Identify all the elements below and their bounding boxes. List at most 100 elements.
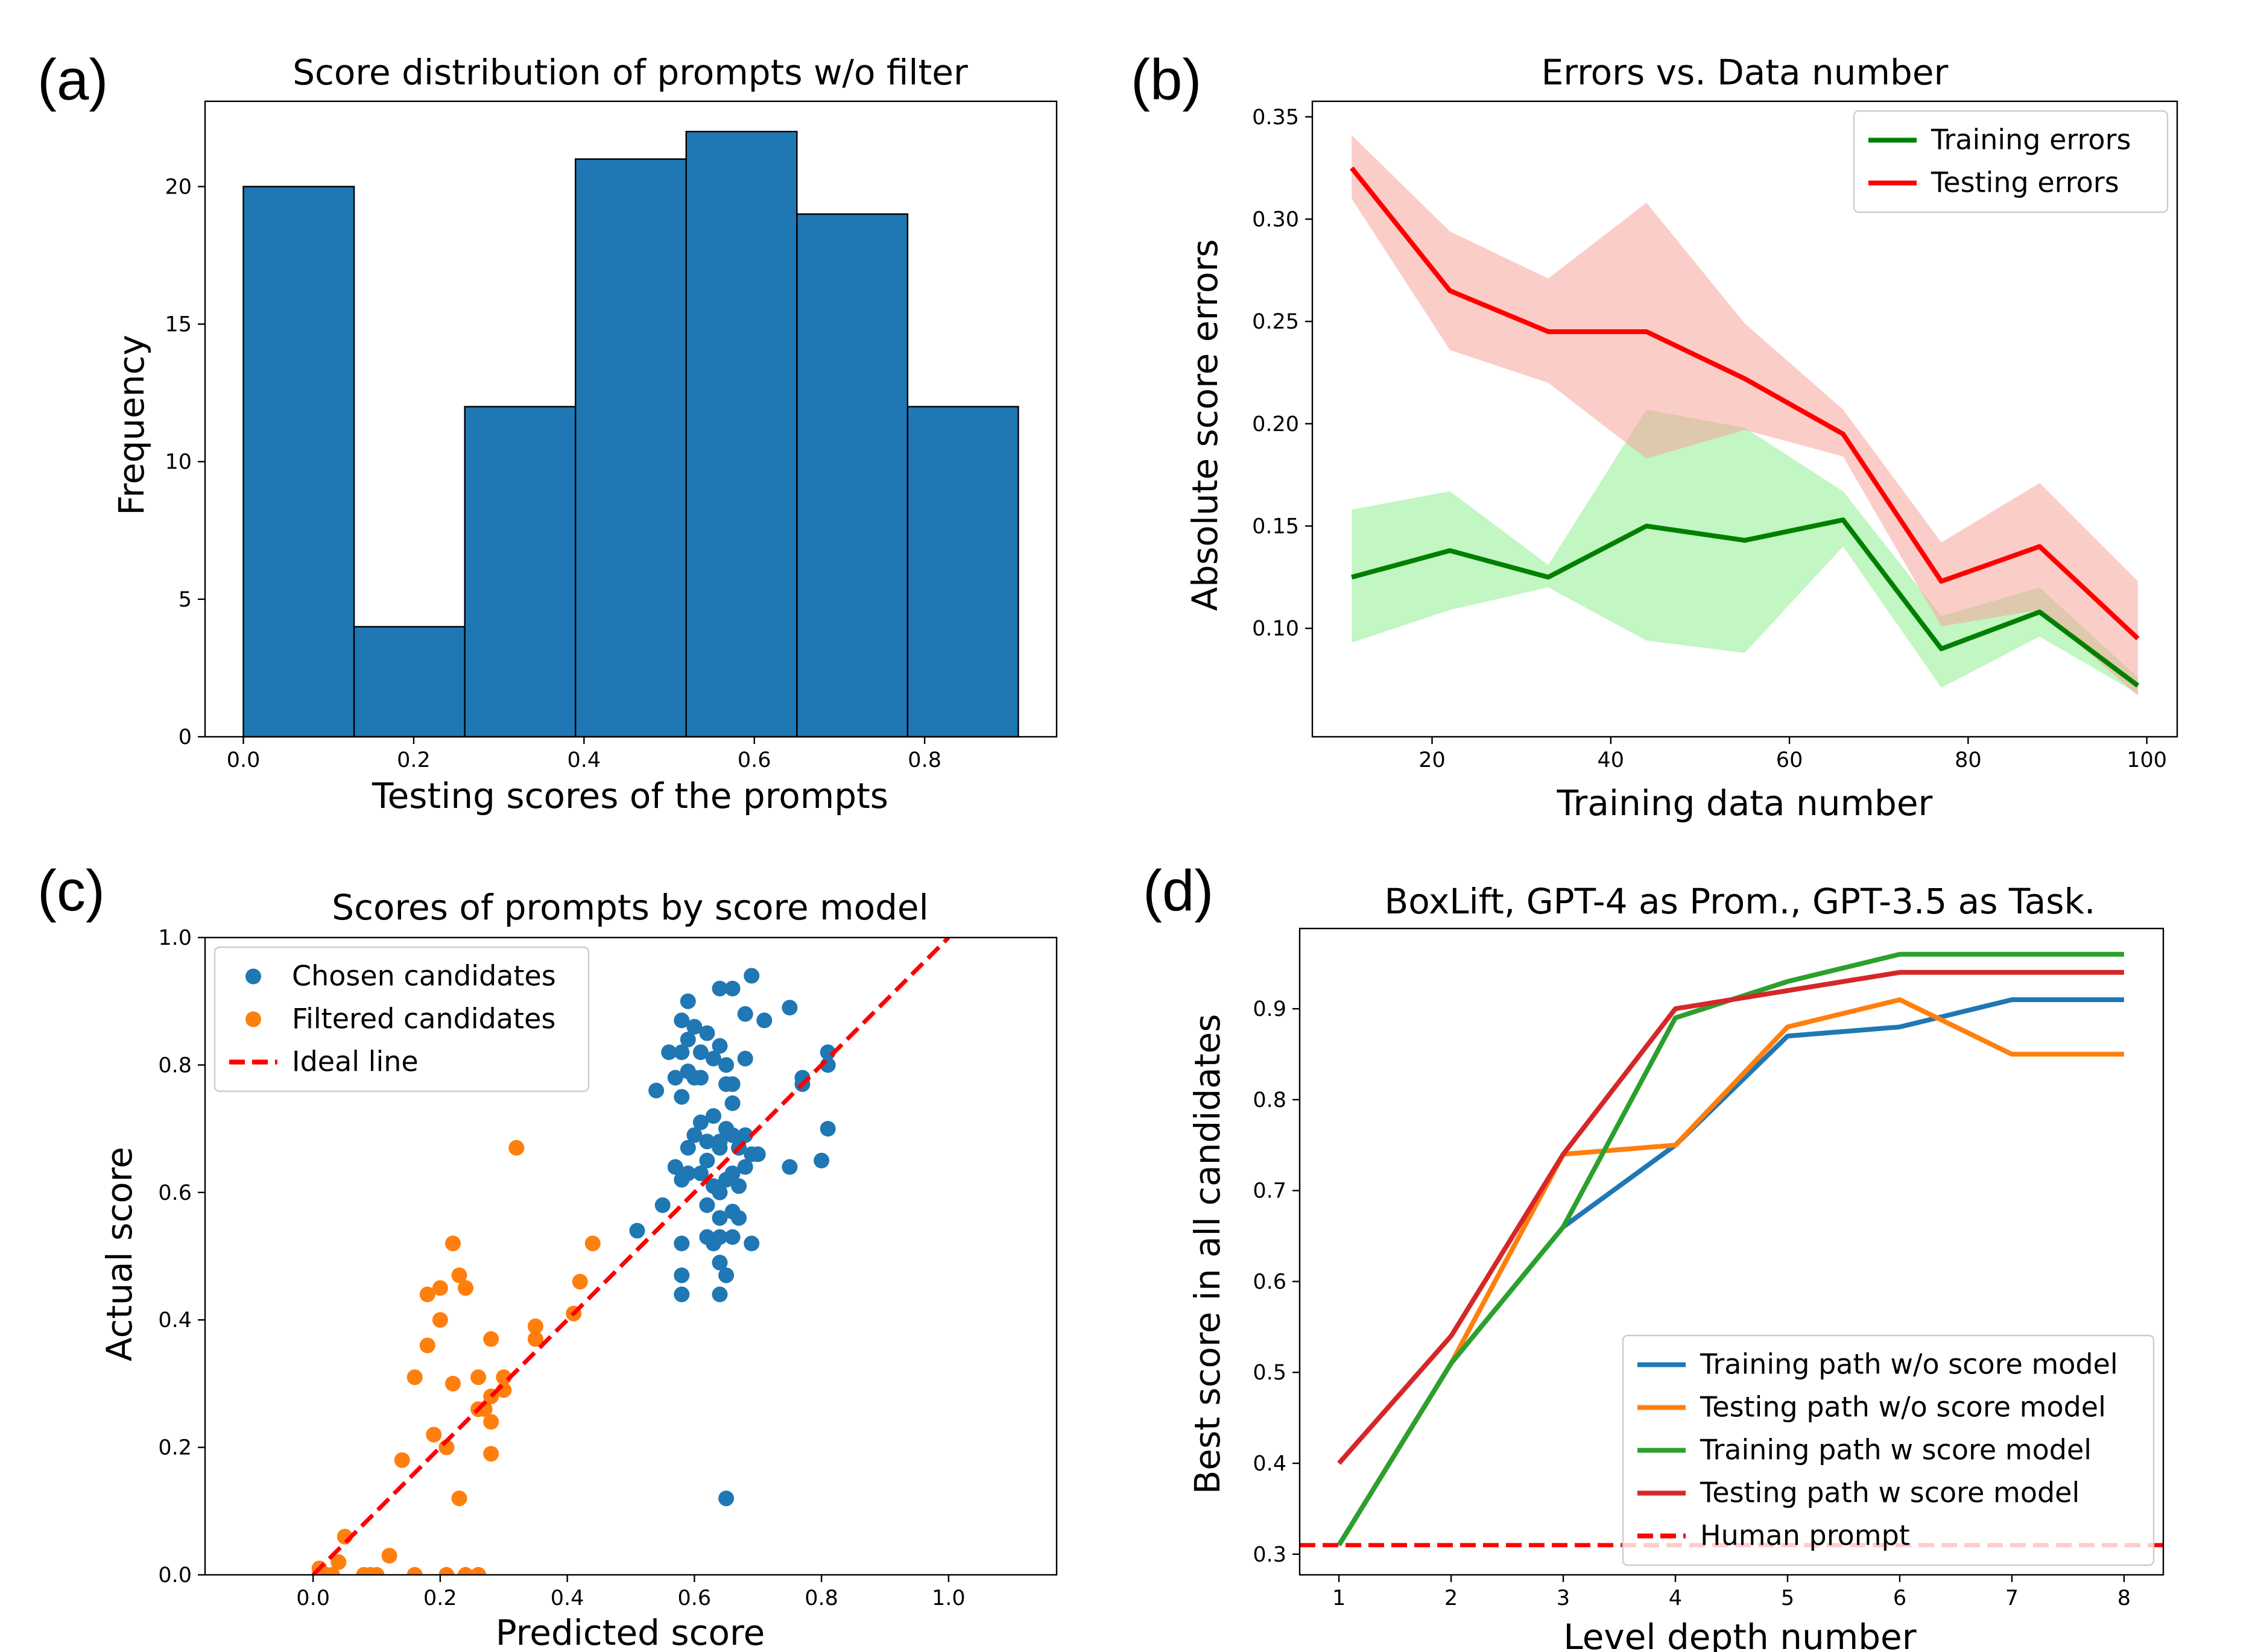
x-axis-label-d: Level depth number: [1563, 1616, 1916, 1652]
scatter-point: [706, 1235, 721, 1252]
legend-box: [1622, 1334, 2155, 1566]
scatter-point: [527, 1331, 543, 1347]
chart-title-c: Scores of prompts by score model: [332, 887, 928, 928]
y-tick-label: 0.10: [1252, 617, 1299, 641]
y-tick-label: 0.8: [158, 1053, 192, 1077]
scatter-point: [782, 1159, 798, 1175]
scatter-point: [674, 1267, 690, 1284]
legend-swatch: [245, 1011, 261, 1027]
scatter-point: [438, 1567, 455, 1575]
x-tick-label: 0.4: [551, 1586, 584, 1610]
scatter-point: [674, 1012, 690, 1029]
y-tick-label: 0.4: [158, 1308, 192, 1332]
y-tick-label: 0.6: [158, 1181, 192, 1205]
legend-label: Testing errors: [1931, 166, 2119, 199]
y-tick-label: 0.4: [1253, 1452, 1286, 1476]
scatter-point: [737, 1006, 753, 1022]
scatter-point: [629, 1223, 645, 1239]
histogram-bar: [575, 158, 687, 738]
y-tick-label: 0.35: [1252, 106, 1299, 130]
scatter-point: [324, 1567, 340, 1575]
scatter-point: [451, 1267, 467, 1284]
scatter-point: [674, 1171, 690, 1188]
scatter-point: [680, 1032, 696, 1048]
scatter-point: [692, 1044, 709, 1061]
scatter-point: [724, 1076, 741, 1092]
scatter-point: [406, 1369, 423, 1386]
plot-area-c: 0.0 0.2 0.4 0.6 0.8 1.0 0.0 0.2 0.4 0.6 0.8 1.0 Chos…: [158, 926, 1058, 1610]
x-tick-label: 0.0: [296, 1586, 330, 1610]
scatter-point: [756, 1012, 773, 1029]
scatter-point: [584, 1235, 601, 1252]
panel-a: (a) Score distribution of prompts w/o fi…: [37, 48, 1058, 816]
x-tick-label: 0.0: [227, 748, 261, 772]
x-tick-label: 1: [1332, 1586, 1346, 1610]
y-tick-label: 0.9: [1253, 997, 1286, 1021]
scatter-point: [724, 1095, 741, 1111]
histogram-bar: [685, 130, 798, 738]
series-line: [1336, 997, 2124, 1546]
scatter-point: [674, 1089, 690, 1105]
scatter-point: [426, 1427, 442, 1443]
y-tick-label: 0.15: [1252, 514, 1299, 538]
y-tick-label: 10: [165, 450, 192, 474]
x-tick-label: 0.2: [423, 1586, 457, 1610]
legend-box: [213, 946, 590, 1092]
scatter-point: [458, 1280, 473, 1296]
scatter-point: [470, 1567, 487, 1575]
x-tick-label: 0.6: [738, 748, 771, 772]
scatter-point: [686, 1127, 703, 1143]
legend-label: Training errors: [1931, 124, 2131, 156]
series-line: [1337, 969, 2124, 1465]
x-tick-label: 4: [1669, 1586, 1682, 1610]
scatter-point: [731, 1210, 747, 1226]
scatter-point: [731, 1178, 747, 1194]
scatter-point: [712, 980, 728, 997]
scatter-point: [706, 1050, 721, 1067]
y-axis-label-a: Frequency: [111, 335, 152, 515]
axes-frame: [1298, 927, 2165, 1576]
histogram-bar: [353, 626, 466, 738]
plot-area-b: 20 40 60 80 100 0.10 0.15 0.20 0.25 0.30 0.35 Train…: [1252, 100, 2178, 772]
scatter-point: [419, 1337, 435, 1354]
panel-c: (c) Scores of prompts by score model Pre…: [37, 859, 1058, 1652]
histogram-bar: [242, 186, 355, 738]
x-tick-label: 7: [2005, 1586, 2019, 1610]
scatter-point: [737, 1127, 753, 1143]
y-tick-label: 0.2: [158, 1436, 192, 1460]
scatter-point: [445, 1375, 461, 1392]
scatter-point: [692, 1165, 709, 1182]
scatter-point: [654, 1197, 671, 1213]
histogram-bar: [796, 213, 909, 738]
scatter-point: [750, 1146, 766, 1162]
scatter-point: [820, 1121, 836, 1137]
panel-label-a: (a): [37, 48, 108, 112]
x-tick-label: 60: [1776, 748, 1803, 772]
x-tick-label: 0.8: [908, 748, 941, 772]
scatter-point: [706, 1108, 721, 1124]
scatter-point: [699, 1197, 715, 1213]
scatter-point: [674, 1044, 690, 1061]
series-line: [1351, 517, 2140, 688]
x-tick-label: 80: [1955, 748, 1982, 772]
scatter-point: [394, 1452, 410, 1468]
y-tick-label: 0.20: [1252, 412, 1299, 437]
scatter-point: [699, 1133, 715, 1150]
scatter-point: [718, 1490, 735, 1507]
scatter-point: [667, 1070, 683, 1086]
scatter-point: [699, 1152, 715, 1168]
scatter-point: [712, 1286, 728, 1302]
scatter-point: [381, 1548, 397, 1564]
scatter-point: [699, 1025, 715, 1041]
scatter-point: [445, 1235, 461, 1252]
legend-label: Training path w score model: [1700, 1434, 2092, 1466]
legend-label: Human prompt: [1700, 1519, 1910, 1552]
panel-label-d: (d): [1143, 859, 1213, 923]
y-tick-label: 0.30: [1252, 207, 1299, 232]
scatter-point: [724, 1127, 741, 1143]
x-tick-label: 8: [2117, 1586, 2131, 1610]
x-axis-label-a: Testing scores of the prompts: [372, 775, 888, 816]
scatter-point: [712, 1140, 728, 1156]
histogram-bar: [464, 406, 577, 738]
scatter-point: [686, 1019, 703, 1035]
